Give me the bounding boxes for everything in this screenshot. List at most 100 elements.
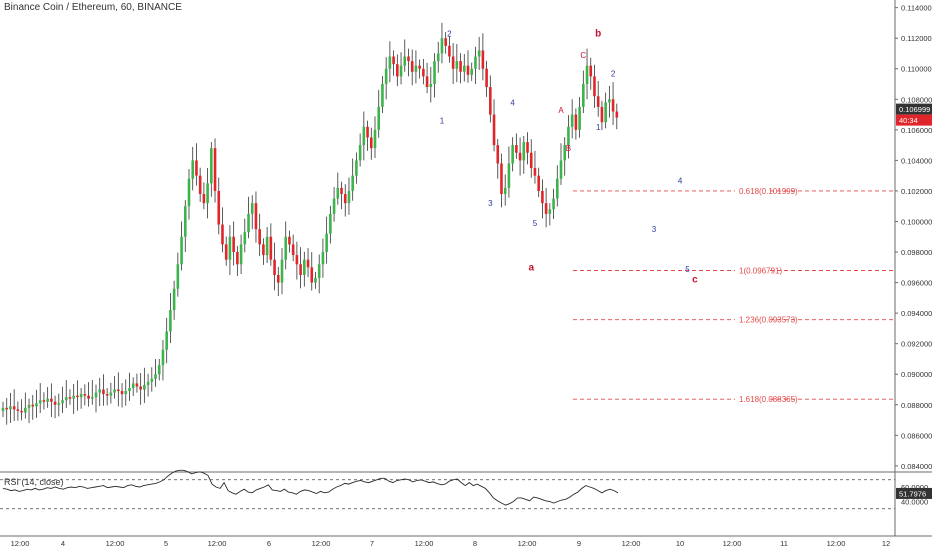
candle-up	[57, 403, 61, 405]
x-tick-label: 12:00	[106, 539, 125, 548]
candle-up	[399, 65, 403, 77]
candle-up	[228, 236, 232, 260]
candle-down	[120, 391, 124, 395]
wave-label: B	[566, 144, 571, 153]
candle-down	[42, 400, 46, 402]
y-tick-label: 0.088000	[901, 401, 932, 410]
candle-up	[94, 392, 98, 398]
wave-label: 5	[533, 219, 538, 228]
candle-up	[373, 129, 377, 149]
price-badge-timer: 40:34	[899, 116, 918, 125]
candle-down	[396, 64, 399, 77]
candle-up	[169, 310, 172, 332]
candle-up	[46, 398, 49, 402]
candle-down	[485, 68, 488, 88]
candle-down	[12, 406, 16, 410]
candle-down	[492, 114, 496, 146]
candle-up	[143, 384, 146, 390]
x-tick-label: 8	[473, 539, 477, 548]
rsi-title: RSI (14, close)	[4, 477, 64, 487]
candle-up	[585, 65, 589, 85]
candle-down	[422, 68, 425, 77]
candle-up	[131, 383, 135, 388]
wave-label: 4	[510, 98, 515, 107]
candle-down	[232, 236, 235, 253]
wave-label: 2	[611, 69, 616, 78]
candle-down	[593, 76, 596, 97]
candle-up	[165, 331, 168, 350]
x-tick-label: 12:00	[415, 539, 434, 548]
candle-up	[321, 252, 325, 265]
candle-up	[358, 145, 362, 161]
y-tick-label: 0.090000	[901, 370, 932, 379]
candle-down	[459, 61, 462, 72]
rsi-value-badge: 51.7976	[899, 489, 926, 498]
candle-down	[425, 76, 429, 88]
x-tick-label: 12:00	[827, 539, 846, 548]
candle-down	[202, 193, 206, 204]
chart-title: Binance Coin / Ethereum, 60, BINANCE	[4, 2, 182, 13]
candle-up	[98, 389, 102, 393]
x-tick-label: 6	[267, 539, 271, 548]
candle-down	[537, 175, 540, 191]
rsi-tick-label: 40.0000	[901, 498, 928, 507]
candle-down	[83, 394, 87, 396]
candle-up	[79, 394, 83, 398]
candle-up	[284, 236, 288, 260]
y-tick-label: 0.114000	[901, 4, 932, 13]
candle-up	[414, 65, 418, 72]
x-tick-label: 12:00	[723, 539, 742, 548]
candle-up	[314, 278, 317, 283]
candle-down	[615, 111, 619, 118]
candle-up	[362, 126, 366, 146]
candle-down	[489, 87, 492, 115]
candle-up	[384, 68, 388, 85]
candle-down	[221, 224, 224, 245]
candle-up	[522, 142, 526, 161]
candle-up	[548, 209, 552, 214]
candle-up	[325, 233, 328, 253]
candle-up	[154, 374, 157, 379]
candle-down	[236, 252, 239, 265]
candle-down	[68, 397, 72, 399]
candle-down	[366, 126, 369, 138]
candle-down	[589, 65, 593, 77]
x-tick-label: 9	[577, 539, 581, 548]
y-tick-label: 0.086000	[901, 431, 932, 440]
candle-up	[555, 178, 559, 199]
candle-down	[392, 56, 395, 65]
x-tick-label: 11	[780, 539, 788, 548]
candle-down	[500, 163, 503, 194]
y-tick-label: 0.084000	[901, 462, 932, 471]
candle-down	[533, 168, 537, 176]
candle-up	[552, 198, 555, 210]
candle-down	[451, 56, 455, 69]
candle-down	[273, 259, 276, 275]
candle-down	[217, 190, 221, 225]
x-tick-label: 5	[164, 539, 168, 548]
candle-up	[511, 145, 514, 164]
candle-up	[161, 349, 165, 366]
x-tick-label: 12:00	[312, 539, 331, 548]
wave-label: 1	[596, 123, 601, 132]
y-tick-label: 0.094000	[901, 309, 932, 318]
candle-down	[76, 395, 79, 398]
candle-up	[9, 406, 12, 410]
candle-up	[429, 84, 433, 88]
rsi-line	[2, 469, 619, 506]
wave-label: 4	[678, 176, 683, 185]
candle-up	[582, 84, 585, 107]
candle-up	[570, 114, 574, 127]
candle-up	[474, 56, 477, 69]
candle-up	[403, 56, 407, 66]
candle-down	[262, 244, 265, 256]
candle-up	[455, 61, 459, 69]
x-tick-label: 7	[370, 539, 374, 548]
candle-up	[436, 53, 440, 62]
candle-up	[355, 160, 358, 176]
fib-level-label: 1.236(0.093573)	[739, 316, 798, 325]
candle-up	[183, 206, 187, 237]
candle-down	[526, 142, 529, 153]
candle-up	[24, 407, 27, 413]
